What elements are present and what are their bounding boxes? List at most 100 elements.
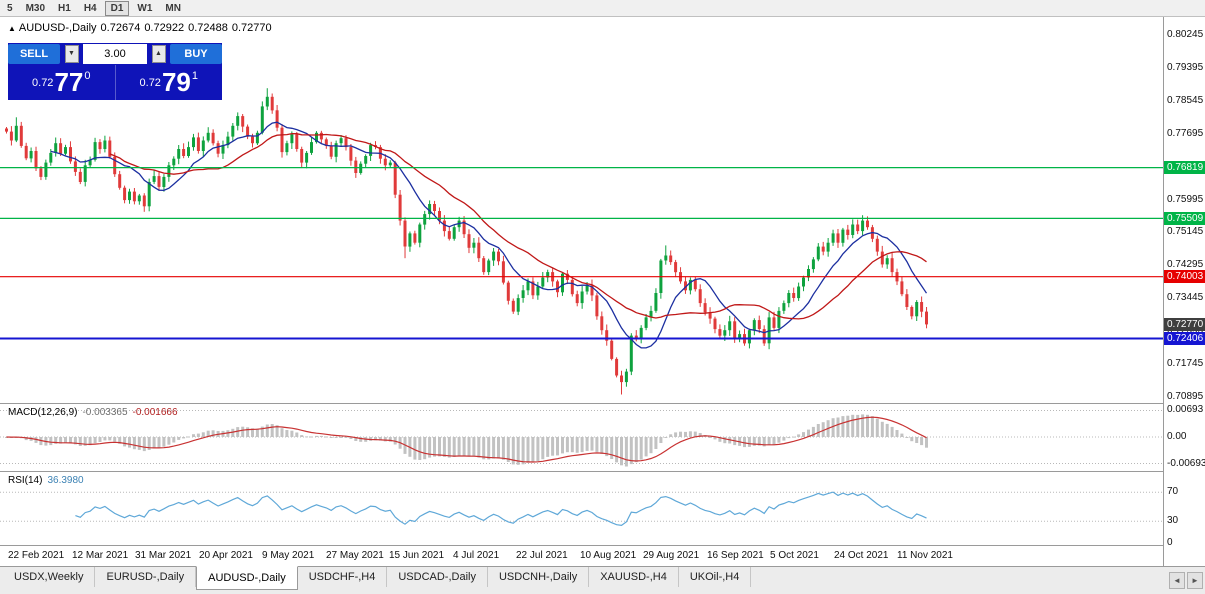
price-level-tag[interactable]: 0.72770 bbox=[1164, 318, 1205, 331]
tab-usdcad-daily[interactable]: USDCAD-,Daily bbox=[387, 567, 488, 587]
date-axis-label: 4 Jul 2021 bbox=[453, 550, 500, 561]
price-axis-tick: 0.70895 bbox=[1167, 391, 1204, 402]
period-button-h4[interactable]: H4 bbox=[83, 2, 97, 14]
rsi-chart-canvas[interactable] bbox=[0, 472, 1163, 545]
date-axis-label: 24 Oct 2021 bbox=[834, 550, 889, 561]
chart-title: ▲ AUDUSD-,Daily 0.72674 0.72922 0.72488 0.727… bbox=[8, 22, 276, 34]
price-axis-tick: 0.80245 bbox=[1167, 29, 1204, 40]
ohlc-open: 0.72674 bbox=[100, 22, 141, 34]
window-separator-macd[interactable] bbox=[0, 403, 1205, 404]
tab-scroll-right-icon[interactable]: ► bbox=[1187, 572, 1203, 589]
ohlc-low: 0.72488 bbox=[188, 22, 228, 34]
price-divider bbox=[114, 65, 116, 100]
period-button-d1[interactable]: D1 bbox=[104, 0, 130, 16]
price-axis-tick: 0.79395 bbox=[1167, 62, 1204, 73]
date-axis-label: 27 May 2021 bbox=[326, 550, 384, 561]
tab-xauusd-h4[interactable]: XAUUSD-,H4 bbox=[589, 567, 679, 587]
chart-symbol-label: AUDUSD-,Daily bbox=[18, 22, 97, 34]
price-axis-tick: 0.75995 bbox=[1167, 194, 1204, 205]
price-axis[interactable]: 0.802450.793950.785450.776950.768450.759… bbox=[1163, 17, 1205, 566]
ask-prefix: 0.72 bbox=[139, 77, 161, 89]
price-axis-tick: 0.77695 bbox=[1167, 128, 1204, 139]
ohlc-high: 0.72922 bbox=[144, 22, 185, 34]
one-click-trading-panel: SELL ▼ ▲ BUY 0.72 77 0 0.72 79 1 bbox=[8, 43, 222, 100]
date-axis-label: 16 Sep 2021 bbox=[707, 550, 764, 561]
date-axis-label: 22 Feb 2021 bbox=[8, 550, 65, 561]
lot-size-input[interactable] bbox=[83, 44, 147, 64]
rsi-name: RSI(14) bbox=[8, 475, 43, 486]
period-button-5[interactable]: 5 bbox=[7, 2, 13, 14]
date-axis-label: 31 Mar 2021 bbox=[135, 550, 192, 561]
moving-average-slow-line[interactable] bbox=[109, 132, 927, 320]
rsi-value: 36.3980 bbox=[47, 475, 84, 486]
date-axis-label: 20 Apr 2021 bbox=[199, 550, 253, 561]
date-axis-label: 15 Jun 2021 bbox=[389, 550, 445, 561]
price-level-tag[interactable]: 0.76819 bbox=[1164, 161, 1205, 174]
price-level-tag[interactable]: 0.75509 bbox=[1164, 212, 1205, 225]
tab-audusd-daily[interactable]: AUDUSD-,Daily bbox=[196, 566, 298, 590]
moving-average-fast-line[interactable] bbox=[50, 121, 928, 349]
macd-signal-line bbox=[6, 416, 927, 463]
macd-main-value: -0.003365 bbox=[82, 407, 128, 418]
macd-indicator-label: MACD(12,26,9) -0.003365 -0.001666 bbox=[8, 407, 178, 418]
price-axis-tick: 0.78545 bbox=[1167, 95, 1204, 106]
date-axis-label: 22 Jul 2021 bbox=[516, 550, 568, 561]
chart-tab-bar: USDX,Weekly EURUSD-,Daily AUDUSD-,Daily USD… bbox=[0, 566, 1205, 594]
rsi-indicator-label: RSI(14) 36.3980 bbox=[8, 475, 84, 486]
price-axis-tick: 0.75145 bbox=[1167, 226, 1204, 237]
macd-axis-tick: 0.00 bbox=[1167, 431, 1187, 442]
period-button-m30[interactable]: M30 bbox=[25, 2, 46, 14]
macd-axis-tick: 0.00693 bbox=[1167, 404, 1204, 415]
macd-axis-tick: -0.00693 bbox=[1167, 458, 1205, 469]
macd-histogram bbox=[5, 414, 928, 467]
bid-ask-display: 0.72 77 0 0.72 79 1 bbox=[8, 65, 222, 100]
lot-increase-button[interactable]: ▲ bbox=[151, 45, 166, 63]
period-button-w1[interactable]: W1 bbox=[137, 2, 153, 14]
window-separator-rsi[interactable] bbox=[0, 471, 1205, 472]
time-axis[interactable]: 22 Feb 2021 12 Mar 2021 31 Mar 2021 20 Apr … bbox=[0, 546, 1163, 566]
tab-ukoil-h4[interactable]: UKOil-,H4 bbox=[679, 567, 752, 587]
candlesticks bbox=[5, 88, 928, 395]
price-axis-tick: 0.73445 bbox=[1167, 292, 1204, 303]
date-axis-label: 10 Aug 2021 bbox=[580, 550, 637, 561]
tab-eurusd-daily[interactable]: EURUSD-,Daily bbox=[95, 567, 197, 587]
buy-price-display[interactable]: 0.72 79 1 bbox=[116, 65, 223, 100]
date-axis-label: 9 May 2021 bbox=[262, 550, 315, 561]
tab-usdchf-h4[interactable]: USDCHF-,H4 bbox=[298, 567, 388, 587]
rsi-line bbox=[75, 491, 927, 527]
collapse-arrow-icon[interactable]: ▲ bbox=[8, 24, 16, 33]
buy-button[interactable]: BUY bbox=[170, 44, 222, 64]
price-axis-tick: 0.71745 bbox=[1167, 358, 1204, 369]
period-button-mn[interactable]: MN bbox=[165, 2, 181, 14]
period-button-h1[interactable]: H1 bbox=[58, 2, 71, 14]
tab-usdcnh-daily[interactable]: USDCNH-,Daily bbox=[488, 567, 590, 587]
chart-window[interactable]: ▲ AUDUSD-,Daily 0.72674 0.72922 0.72488 0.727… bbox=[0, 17, 1205, 566]
lot-decrease-button[interactable]: ▼ bbox=[64, 45, 79, 63]
rsi-axis-tick: 30 bbox=[1167, 515, 1179, 526]
price-axis-tick: 0.74295 bbox=[1167, 259, 1204, 270]
bid-prefix: 0.72 bbox=[32, 77, 54, 89]
tab-scroll-left-icon[interactable]: ◄ bbox=[1169, 572, 1185, 589]
macd-chart-canvas[interactable] bbox=[0, 404, 1163, 471]
tab-scroll-controls: ◄ ► bbox=[1169, 572, 1203, 589]
macd-name: MACD(12,26,9) bbox=[8, 407, 78, 418]
price-chart-canvas[interactable] bbox=[0, 17, 1163, 403]
bid-pip-digit: 0 bbox=[84, 70, 91, 82]
macd-signal-value: -0.001666 bbox=[132, 407, 178, 418]
tab-usdx-weekly[interactable]: USDX,Weekly bbox=[3, 567, 96, 587]
bid-big-digits: 77 bbox=[54, 67, 84, 97]
date-axis-label: 5 Oct 2021 bbox=[770, 550, 819, 561]
window-separator-dates[interactable] bbox=[0, 545, 1205, 546]
ask-pip-digit: 1 bbox=[191, 70, 198, 82]
rsi-axis-tick: 0 bbox=[1167, 537, 1173, 548]
timeframe-toolbar: 5 M30 H1 H4 D1 W1 MN bbox=[0, 0, 1205, 17]
price-level-tag[interactable]: 0.72406 bbox=[1164, 332, 1205, 345]
sell-price-display[interactable]: 0.72 77 0 bbox=[8, 65, 115, 100]
ask-big-digits: 79 bbox=[161, 67, 191, 97]
rsi-axis-tick: 70 bbox=[1167, 486, 1179, 497]
price-level-tag[interactable]: 0.74003 bbox=[1164, 270, 1205, 283]
sell-button[interactable]: SELL bbox=[8, 44, 60, 64]
trade-controls-row: SELL ▼ ▲ BUY bbox=[8, 43, 222, 65]
date-axis-label: 29 Aug 2021 bbox=[643, 550, 700, 561]
